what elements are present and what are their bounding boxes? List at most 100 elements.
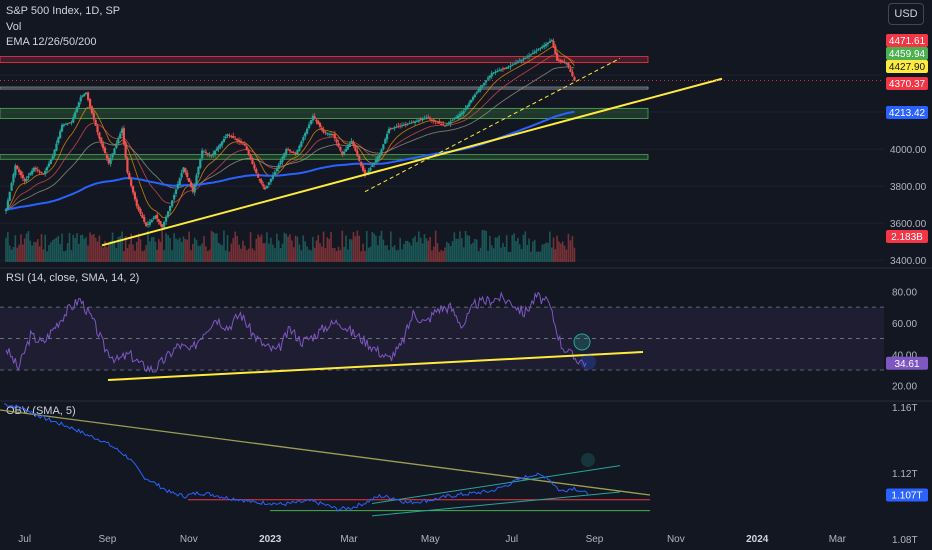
volume-bar	[161, 230, 163, 262]
volume-bar	[70, 250, 73, 262]
currency-button[interactable]: USD	[888, 3, 924, 25]
candle	[40, 172, 43, 174]
candle	[133, 192, 137, 200]
candle	[387, 128, 391, 134]
candle	[363, 169, 367, 176]
candle	[38, 171, 41, 173]
candle	[464, 108, 467, 111]
candle	[520, 59, 523, 62]
candle	[77, 102, 80, 107]
candle	[47, 163, 51, 167]
candle	[397, 125, 400, 127]
rsi-value-tag	[886, 356, 928, 370]
volume-bar	[530, 251, 532, 262]
volume-bar	[268, 243, 270, 262]
price-label-tag	[886, 106, 928, 119]
volume-bar	[18, 244, 20, 262]
candle	[294, 152, 297, 155]
price-axis-tick: 3800.00	[890, 182, 927, 193]
volume-bar	[199, 245, 202, 262]
candle	[559, 60, 562, 62]
volume-bars	[5, 230, 576, 262]
volume-bar	[410, 245, 413, 262]
volume-bar	[406, 240, 409, 262]
volume-bar	[193, 237, 196, 262]
candle	[432, 119, 435, 122]
candle	[358, 155, 361, 161]
volume-bar	[333, 248, 336, 262]
volume-bar	[117, 236, 120, 262]
volume-bar	[513, 233, 515, 262]
candle	[479, 87, 482, 91]
candle	[130, 179, 133, 186]
volume-bar	[561, 241, 564, 262]
candle	[548, 41, 551, 43]
volume-bar	[524, 231, 527, 262]
volume-bar	[563, 245, 566, 262]
volume-bar	[468, 235, 471, 262]
candle	[307, 124, 311, 129]
volume-bar	[289, 234, 291, 262]
candle	[273, 171, 276, 176]
candle	[122, 128, 125, 144]
candle	[74, 112, 77, 118]
volume-bar	[408, 242, 411, 262]
candle	[361, 165, 365, 171]
volume-bar	[549, 231, 551, 262]
volume-bar	[79, 235, 82, 262]
candle	[49, 159, 52, 164]
volume-bar	[436, 243, 439, 262]
volume-bar	[270, 237, 272, 262]
candle	[255, 168, 258, 174]
volume-bar	[442, 251, 444, 262]
volume-bar	[485, 230, 487, 262]
time-axis-tick: Mar	[829, 534, 847, 545]
volume-bar	[414, 236, 416, 262]
candle	[107, 157, 110, 164]
volume-bar	[214, 233, 216, 262]
candle	[529, 54, 533, 56]
price-label: 2.183B	[891, 232, 923, 243]
volume-bar	[517, 237, 519, 262]
candle	[219, 143, 222, 147]
volume-bar	[74, 237, 76, 262]
candle	[152, 217, 155, 220]
obv-axis-tick: 1.08T	[892, 535, 918, 546]
volume-bar	[522, 234, 525, 262]
candle	[546, 42, 550, 45]
candle	[4, 209, 8, 212]
candle	[17, 169, 21, 172]
volume-bar	[66, 243, 69, 262]
volume-bar	[257, 234, 259, 262]
volume-bar	[279, 247, 282, 262]
candle	[565, 63, 568, 65]
candle	[148, 221, 151, 225]
candle	[488, 75, 491, 78]
volume-bar	[429, 236, 431, 262]
volume-bar	[328, 238, 330, 262]
volume-bar	[446, 241, 448, 262]
candle	[326, 133, 329, 135]
volume-bar	[365, 230, 368, 262]
volume-bar	[163, 249, 165, 262]
candle	[283, 153, 286, 158]
candle	[393, 127, 396, 129]
candle	[234, 138, 237, 140]
candle	[16, 165, 19, 169]
volume-bar	[226, 235, 229, 262]
candle	[348, 143, 351, 148]
candle	[275, 168, 278, 172]
candle	[423, 118, 426, 120]
volume-bar	[205, 246, 207, 262]
volume-bar	[449, 246, 452, 262]
volume-bar	[511, 234, 514, 262]
candle	[496, 70, 499, 72]
volume-bar	[14, 235, 17, 262]
candle	[186, 172, 189, 178]
volume-bar	[345, 235, 347, 262]
candle	[258, 178, 261, 181]
volume-bar	[364, 250, 366, 262]
candle	[369, 167, 372, 171]
volume-bar	[487, 250, 489, 262]
